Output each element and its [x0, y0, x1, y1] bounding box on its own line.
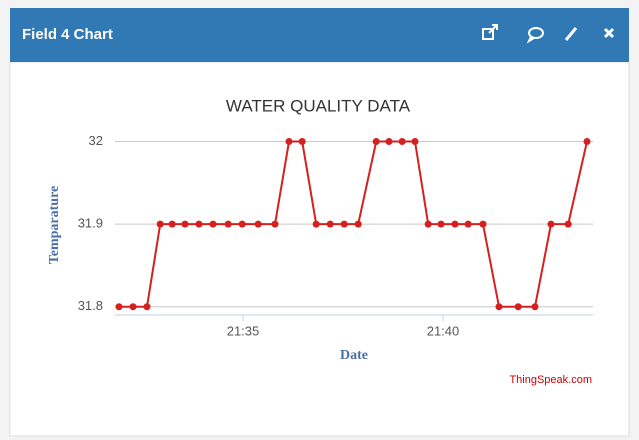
widget-title: Field 4 Chart: [22, 26, 113, 43]
data-point: [312, 220, 320, 228]
y-axis-label: Temparature: [47, 186, 62, 265]
credit: ThingSpeak.com: [509, 374, 592, 386]
data-point: [411, 138, 419, 146]
comment-icon[interactable]: [526, 27, 544, 44]
y-tick-label: 31.9: [78, 216, 103, 231]
y-tick-label: 31.8: [78, 298, 103, 313]
data-point: [195, 220, 203, 228]
data-point: [424, 220, 432, 228]
edit-icon[interactable]: [564, 27, 578, 41]
data-point: [398, 138, 406, 146]
y-tick-label: 32: [89, 133, 103, 148]
data-point: [583, 138, 591, 146]
chart-area: [22, 76, 617, 416]
data-point: [385, 138, 393, 146]
data-point: [156, 220, 164, 228]
open-icon[interactable]: [482, 24, 498, 40]
data-point: [298, 138, 306, 146]
data-point: [254, 220, 262, 228]
data-point: [495, 303, 503, 311]
data-point: [340, 220, 348, 228]
x-tick-label: 21:40: [427, 323, 460, 338]
data-point: [271, 220, 279, 228]
data-point: [143, 303, 151, 311]
data-point: [479, 220, 487, 228]
data-point: [531, 303, 539, 311]
data-point: [372, 138, 380, 146]
data-point: [168, 220, 176, 228]
close-icon[interactable]: [603, 27, 615, 39]
data-point: [224, 220, 232, 228]
data-point: [564, 220, 572, 228]
data-point: [437, 220, 445, 228]
data-point: [129, 303, 137, 311]
data-point: [209, 220, 217, 228]
x-tick-label: 21:35: [227, 323, 260, 338]
data-point: [238, 220, 246, 228]
data-point: [181, 220, 189, 228]
data-point: [451, 220, 459, 228]
widget-header: [10, 8, 629, 62]
chart-title: WATER QUALITY DATA: [226, 96, 411, 115]
data-point: [285, 138, 293, 146]
data-point: [547, 220, 555, 228]
data-point: [464, 220, 472, 228]
data-point: [326, 220, 334, 228]
data-point: [354, 220, 362, 228]
x-axis-label: Date: [340, 348, 368, 363]
data-point: [115, 303, 123, 311]
data-point: [514, 303, 522, 311]
